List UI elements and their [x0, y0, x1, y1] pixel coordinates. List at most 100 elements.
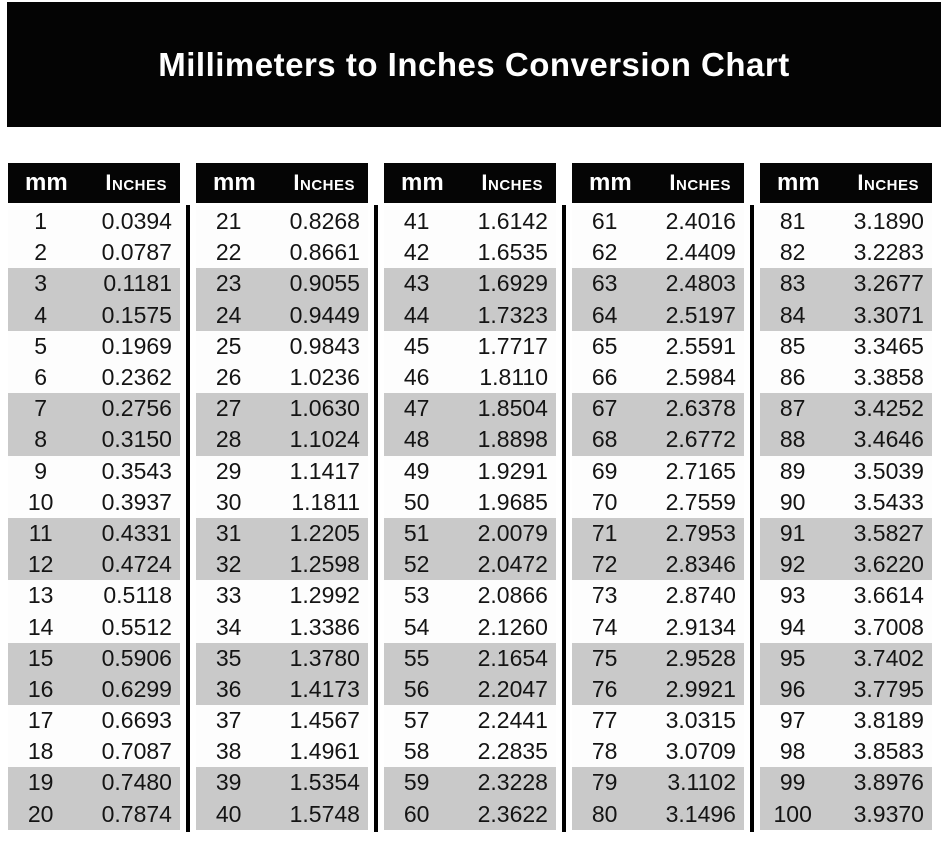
table-divider — [368, 163, 384, 832]
table-row: 69 2.7165 — [572, 455, 744, 487]
mm-value: 21 — [215, 208, 242, 235]
table-row: 65 2.5591 — [572, 330, 744, 362]
table-row: 94 3.7008 — [760, 611, 932, 643]
inches-value: 0.7874 — [101, 800, 172, 827]
inches-value: 0.7480 — [101, 769, 172, 796]
mm-header-label: mm — [401, 169, 444, 196]
conversion-tables: mm Inches 1 0.0394 2 0.0787 3 0.1181 4 0.1575 5 0.1… — [8, 163, 932, 832]
table-row: 58 2.2835 — [384, 736, 556, 768]
mm-value: 5 — [34, 332, 48, 359]
table-divider-line — [186, 205, 190, 832]
mm-value: 74 — [591, 613, 618, 640]
mm-value: 53 — [403, 582, 430, 609]
table-row: 92 3.6220 — [760, 549, 932, 581]
inches-value: 3.3071 — [853, 301, 924, 328]
mm-value: 56 — [403, 675, 430, 702]
mm-value: 50 — [403, 488, 430, 515]
inches-value: 2.3228 — [477, 769, 548, 796]
table-row: 1 0.0394 — [8, 206, 180, 238]
mm-value: 94 — [779, 613, 806, 640]
table-row: 86 3.3858 — [760, 361, 932, 394]
table-row: 89 3.5039 — [760, 455, 932, 487]
table-row: 66 2.5984 — [572, 361, 744, 394]
inches-value: 2.2441 — [477, 707, 548, 734]
table-row: 90 3.5433 — [760, 486, 932, 518]
mm-value: 20 — [27, 800, 54, 827]
table-row: 82 3.2283 — [760, 237, 932, 269]
table-row: 33 1.2992 — [196, 580, 368, 612]
mm-value: 100 — [773, 800, 812, 827]
table-row: 85 3.3465 — [760, 330, 932, 362]
sub-table-5: mm Inches 81 3.1890 82 3.2283 83 3.2677 84 3.3071… — [760, 163, 932, 830]
mm-value: 48 — [403, 426, 430, 453]
table-row: 8 0.3150 — [8, 424, 180, 456]
inches-value: 1.1024 — [289, 426, 360, 453]
table-row: 61 2.4016 — [572, 206, 744, 238]
mm-value: 44 — [403, 301, 430, 328]
inches-value: 0.3543 — [101, 457, 172, 484]
table-row: 99 3.8976 — [760, 767, 932, 799]
table-row: 56 2.2047 — [384, 673, 556, 705]
inches-value: 0.9449 — [289, 301, 360, 328]
inches-value: 1.7323 — [477, 301, 548, 328]
inches-value: 0.2756 — [101, 395, 172, 422]
inches-value: 0.8268 — [289, 208, 360, 235]
inches-value: 1.6535 — [477, 239, 548, 266]
mm-value: 46 — [403, 364, 430, 391]
mm-value: 84 — [779, 301, 806, 328]
mm-value: 91 — [779, 519, 806, 546]
inches-value: 1.5748 — [289, 800, 360, 827]
inches-value: 1.8898 — [477, 426, 548, 453]
inches-value: 1.8504 — [477, 395, 548, 422]
inches-value: 1.3780 — [289, 644, 360, 671]
inches-value: 0.4724 — [101, 551, 172, 578]
inches-value: 0.5906 — [101, 644, 172, 671]
mm-value: 73 — [591, 582, 618, 609]
inches-value: 3.7795 — [853, 675, 924, 702]
inches-value: 0.9843 — [289, 332, 360, 359]
inches-value: 3.8976 — [853, 769, 924, 796]
mm-value: 30 — [215, 488, 242, 515]
table-row: 48 1.8898 — [384, 424, 556, 456]
mm-value: 35 — [215, 644, 242, 671]
mm-value: 6 — [34, 364, 48, 391]
table-row: 67 2.6378 — [572, 393, 744, 425]
inches-value: 0.0394 — [101, 208, 172, 235]
mm-value: 98 — [779, 738, 806, 765]
mm-value: 55 — [403, 644, 430, 671]
mm-value: 96 — [779, 675, 806, 702]
mm-value: 85 — [779, 332, 806, 359]
inches-value: 0.1969 — [101, 332, 172, 359]
table-row: 78 3.0709 — [572, 736, 744, 768]
table-row: 35 1.3780 — [196, 642, 368, 674]
table-row: 55 2.1654 — [384, 642, 556, 674]
inches-value: 2.6378 — [665, 395, 736, 422]
mm-value: 54 — [403, 613, 430, 640]
inches-value: 1.9291 — [477, 457, 548, 484]
inches-value: 0.7087 — [101, 738, 172, 765]
inches-value: 2.0472 — [477, 551, 548, 578]
mm-value: 31 — [215, 519, 242, 546]
table-row: 34 1.3386 — [196, 611, 368, 643]
mm-value: 77 — [591, 707, 618, 734]
table-row: 44 1.7323 — [384, 299, 556, 331]
table-row: 15 0.5906 — [8, 642, 180, 674]
table-row: 96 3.7795 — [760, 673, 932, 705]
inches-value: 3.7402 — [853, 644, 924, 671]
table-row: 64 2.5197 — [572, 299, 744, 331]
inches-value: 0.2362 — [101, 364, 172, 391]
inches-value: 3.8583 — [853, 738, 924, 765]
table-row: 51 2.0079 — [384, 517, 556, 550]
table-row: 47 1.8504 — [384, 393, 556, 425]
mm-value: 57 — [403, 707, 430, 734]
inches-value: 3.8189 — [853, 707, 924, 734]
table-row: 19 0.7480 — [8, 767, 180, 799]
table-row: 18 0.7087 — [8, 736, 180, 768]
table-divider-line — [750, 205, 754, 832]
mm-value: 42 — [403, 239, 430, 266]
inches-value: 3.0315 — [665, 707, 736, 734]
mm-value: 45 — [403, 332, 430, 359]
mm-value: 16 — [27, 675, 54, 702]
mm-value: 60 — [403, 800, 430, 827]
inches-value: 0.9055 — [289, 270, 360, 297]
